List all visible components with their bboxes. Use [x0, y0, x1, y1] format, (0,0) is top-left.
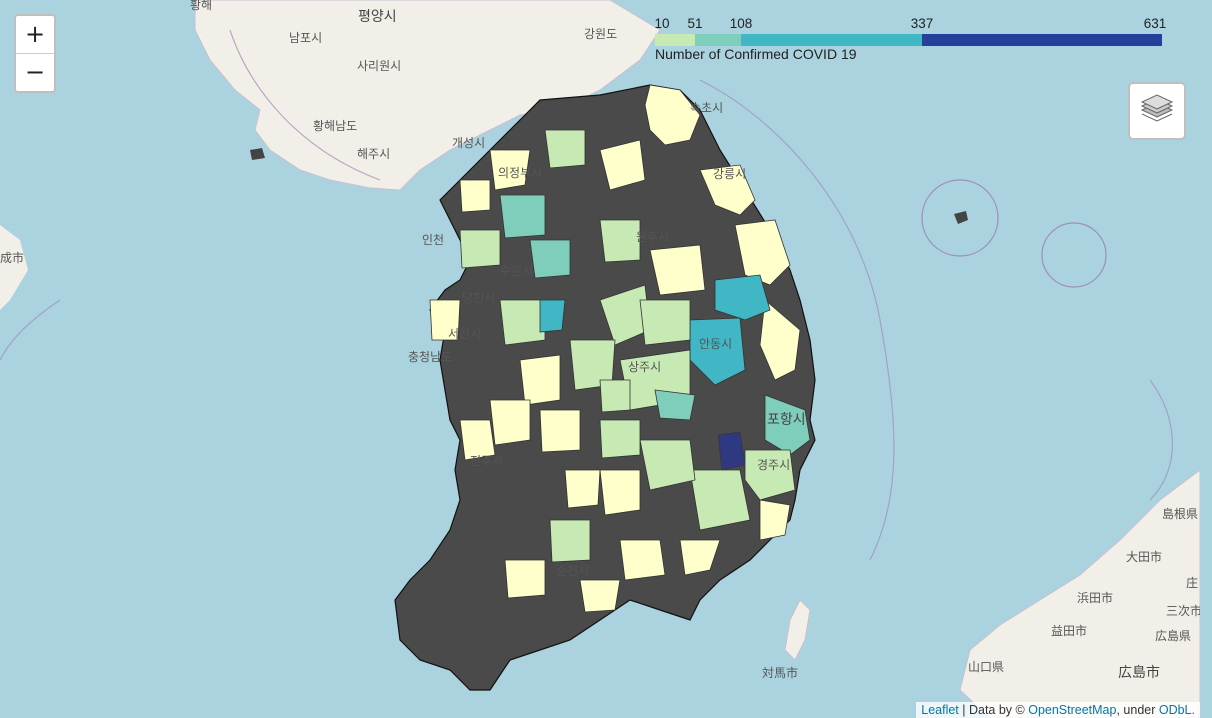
west-island — [250, 148, 265, 160]
place-label: 浜田市 — [1077, 591, 1114, 605]
legend-swatch — [695, 34, 741, 46]
place-label: 사리원시 — [357, 59, 402, 73]
attribution-text: | Data by © — [958, 703, 1029, 717]
place-label: 강원도 — [584, 27, 618, 41]
place-label: 山口県 — [968, 660, 1005, 674]
place-label: 황해 — [190, 0, 213, 12]
place-label: 広島市 — [1118, 664, 1160, 680]
legend-tick-label: 108 — [729, 16, 753, 31]
legend-swatch — [922, 34, 1162, 46]
place-label: 庄 — [1186, 576, 1199, 590]
legend-swatch — [741, 34, 922, 46]
zoom-control: + − — [14, 14, 56, 93]
ulleung-boundary — [921, 179, 999, 257]
place-label: 포항시 — [767, 411, 806, 427]
legend-swatch — [655, 34, 695, 46]
place-label: 속초시 — [690, 101, 724, 115]
attribution-text: , under — [1116, 703, 1159, 717]
place-label: 島根県 — [1162, 507, 1199, 521]
choropleth-regions — [429, 84, 811, 613]
place-label: 원주시 — [636, 230, 670, 244]
tsushima-land — [784, 599, 811, 661]
west-land — [0, 225, 28, 310]
japan-land — [959, 469, 1200, 718]
place-label: 전주시 — [470, 454, 504, 468]
attribution: Leaflet | Data by © OpenStreetMap, under… — [916, 702, 1200, 718]
odbl-link[interactable]: ODbL. — [1158, 703, 1195, 717]
place-label: 상주시 — [628, 360, 662, 374]
coast-line — [0, 29, 1174, 561]
zoom-out-button[interactable]: − — [16, 53, 54, 91]
place-label: 안동시 — [699, 337, 733, 351]
place-label: 対馬市 — [762, 666, 799, 680]
place-label: 成市 — [0, 251, 25, 265]
legend-tick-label: 631 — [1143, 16, 1167, 31]
ulleung-island — [954, 211, 968, 224]
osm-link[interactable]: OpenStreetMap — [1028, 703, 1117, 717]
place-label: 인천 — [422, 233, 445, 247]
legend-tick-label: 51 — [687, 16, 703, 31]
legend-tick-label: 10 — [654, 16, 670, 31]
place-label: 三次市 — [1166, 604, 1200, 618]
place-label: 충청남도 — [408, 350, 453, 364]
leaflet-link[interactable]: Leaflet — [921, 703, 959, 717]
place-label: 수원시 — [500, 264, 534, 278]
zoom-in-button[interactable]: + — [24, 20, 46, 48]
place-label: 広島県 — [1155, 629, 1192, 643]
place-label: 의정부시 — [498, 166, 543, 180]
dokdo-boundary — [1041, 222, 1107, 288]
place-label: 당진시 — [462, 291, 496, 305]
place-label: 황해남도 — [313, 119, 358, 133]
place-label: 해주시 — [357, 147, 391, 161]
place-label: 평양시 — [358, 8, 397, 24]
legend-caption: Number of Confirmed COVID 19 — [655, 46, 857, 62]
layers-control-button[interactable] — [1128, 82, 1186, 140]
legend-tick-label: 337 — [910, 16, 934, 31]
color-legend: 10 51 108 337 631 Number of Confirmed CO… — [654, 14, 1167, 64]
place-label: 경주시 — [757, 458, 791, 472]
place-label: 순천시 — [556, 564, 590, 578]
layers-icon — [1140, 94, 1174, 122]
place-label: 益田市 — [1051, 624, 1088, 638]
place-label: 강릉시 — [713, 167, 747, 181]
place-label: 남포시 — [289, 31, 323, 45]
place-label: 서산시 — [448, 327, 482, 341]
place-label: 개성시 — [452, 136, 486, 150]
place-label: 大田市 — [1126, 550, 1163, 564]
